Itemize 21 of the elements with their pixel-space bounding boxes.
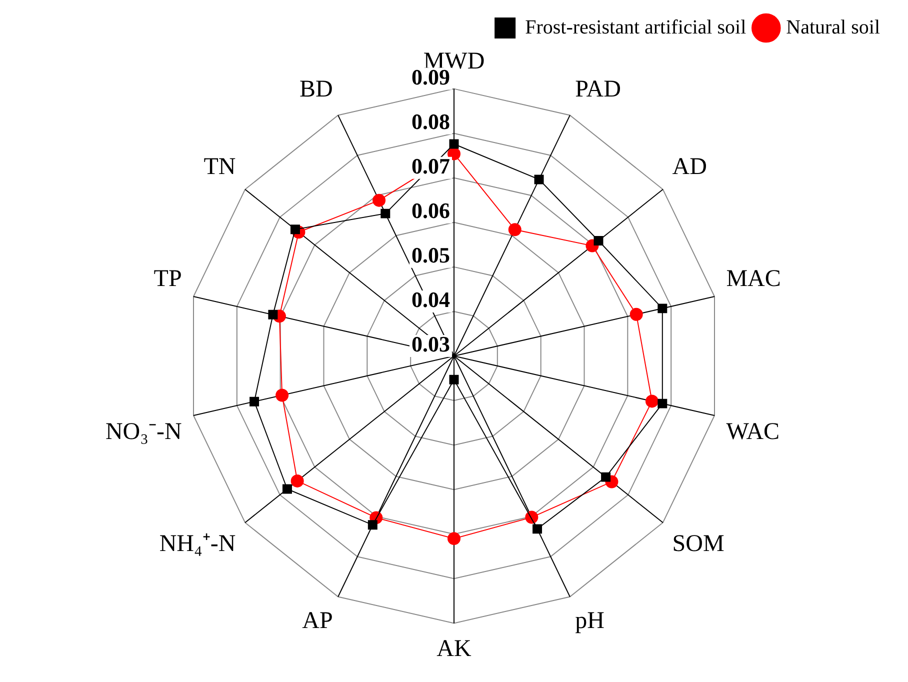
y-tick-label: 0.04 [412, 287, 450, 312]
legend-label: Frost-resistant artificial soil [525, 16, 747, 38]
legend-label: Natural soil [786, 16, 880, 38]
spoke-label: NH₄⁺-N [159, 530, 236, 557]
y-tick-label: 0.05 [412, 242, 450, 268]
spoke-label: pH [575, 608, 604, 634]
spoke-label: BD [300, 76, 333, 102]
y-tick-label: 0.03 [412, 332, 450, 357]
spoke-label: AD [672, 154, 707, 180]
spoke-label: NO₃⁻-N [105, 418, 182, 445]
y-tick-label: 0.08 [412, 109, 450, 134]
spoke-label: WAC [726, 418, 780, 445]
spoke-label: TN [204, 154, 236, 180]
spoke-label: TP [154, 266, 182, 292]
spoke-label: PAD [575, 76, 621, 102]
spoke-label: MAC [726, 266, 781, 292]
y-tick-label: 0.06 [412, 198, 450, 224]
spoke-label: AP [302, 608, 333, 634]
spoke-label: AK [436, 636, 472, 662]
spoke-label: SOM [672, 530, 724, 557]
y-tick-label: 0.07 [412, 154, 450, 179]
